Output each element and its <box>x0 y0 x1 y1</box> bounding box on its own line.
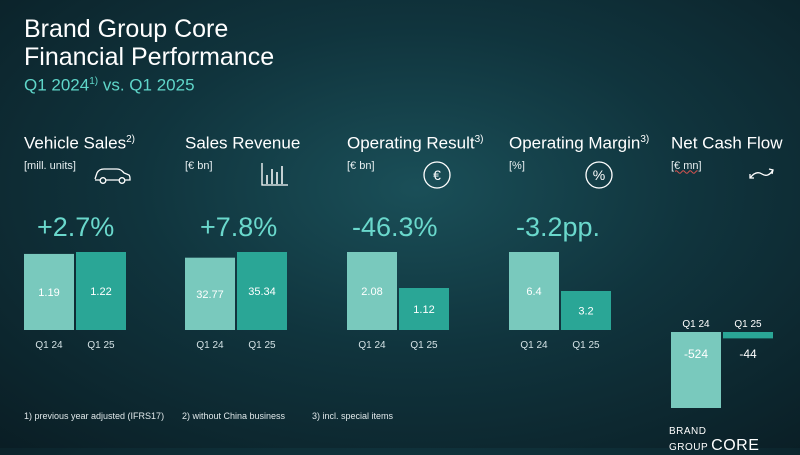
footnote-2: 2) without China business <box>182 411 286 421</box>
percent-circle-icon: % <box>585 161 613 189</box>
period-label: Q1 20241) vs. Q1 2025 <box>24 72 195 96</box>
footnote-3: 3) incl. special items <box>312 411 394 421</box>
bar-category-label: Q1 24 <box>358 340 386 351</box>
bar-chart-icon <box>261 163 288 186</box>
bar-value-label: 1.12 <box>413 304 434 316</box>
period-footnote-ref: 1) <box>89 76 99 87</box>
chart-sales-revenue: 32.77 Q1 24 35.34 Q1 25 <box>185 252 287 351</box>
chart-operating-margin: 6.4 Q1 24 3.2 Q1 25 <box>509 252 611 351</box>
page-subtitle: Financial Performance <box>24 43 275 71</box>
kpi-name-text: Net Cash Flow <box>671 133 783 153</box>
kpi-net-cash-flow: Net Cash Flow [€ mn] <box>671 130 796 172</box>
bar-category-label: Q1 24 <box>520 340 548 351</box>
brand-group: BRAND GROUP <box>669 426 709 453</box>
kpi-unit: [€ mn] <box>671 159 702 172</box>
kpi-unit: [€ bn] <box>347 159 375 172</box>
cash-flow-arrows-icon <box>749 168 774 179</box>
change-vehicle-sales: +2.7% <box>37 212 115 242</box>
kpi-name: Vehicle Sales2) <box>24 130 186 154</box>
chart-vehicle-sales: 1.19 Q1 24 1.22 Q1 25 <box>24 252 126 351</box>
brand-core: CORE <box>711 437 760 454</box>
kpi-name: Sales Revenue <box>185 130 347 154</box>
kpi-name: Operating Result3) <box>347 130 509 154</box>
change-operating-result: -46.3% <box>352 212 438 242</box>
page-title: Brand Group Core <box>24 15 229 43</box>
brand-logo: BRAND GROUP CORE <box>669 426 800 455</box>
euro-circle-icon: € <box>423 161 451 189</box>
bar-value-label: 2.08 <box>361 286 382 298</box>
bar-q1-24 <box>24 253 74 330</box>
bar-q1-24 <box>347 252 397 330</box>
bar-value-label: 1.19 <box>38 287 59 299</box>
chart-operating-result: 2.08 Q1 24 1.12 Q1 25 <box>347 252 449 351</box>
bar-category-label: Q1 24 <box>196 340 224 351</box>
bar-value-label: -44 <box>739 347 757 361</box>
kpi-name-text: Operating Result <box>347 133 475 153</box>
kpi-unit: [%] <box>509 159 525 172</box>
kpi-footnote-ref: 3) <box>474 134 484 145</box>
bar-value-label: 6.4 <box>526 286 541 298</box>
bar-category-label: Q1 25 <box>734 319 762 330</box>
period-a: Q1 2024 <box>24 75 90 95</box>
bar-category-label: Q1 24 <box>35 340 63 351</box>
kpi-footnote-ref: 3) <box>640 134 650 145</box>
bar-q1-25 <box>723 332 773 339</box>
bar-q1-24 <box>509 252 559 330</box>
bar-category-label: Q1 25 <box>410 340 438 351</box>
kpi-sales-revenue: Sales Revenue [€ bn] <box>185 130 347 172</box>
kpi-unit: [€ bn] <box>185 159 213 172</box>
bar-value-label: 32.77 <box>196 289 224 301</box>
bar-q1-25 <box>76 252 126 330</box>
bar-q1-24 <box>671 332 721 408</box>
kpi-operating-result: Operating Result3) [€ bn] <box>347 130 509 172</box>
kpi-unit: [mill. units] <box>24 159 76 172</box>
bar-value-label: 3.2 <box>578 306 593 318</box>
kpi-name-text: Operating Margin <box>509 133 641 153</box>
chart-net-cash-flow: Q1 24 -524 Q1 25 -44 <box>671 319 773 408</box>
kpi-name-text: Vehicle Sales <box>24 133 127 153</box>
kpi-name-text: Sales Revenue <box>185 133 301 153</box>
bar-value-label: 35.34 <box>248 286 276 298</box>
bar-category-label: Q1 25 <box>248 340 276 351</box>
kpi-footnote-ref: 2) <box>126 134 135 145</box>
bar-category-label: Q1 25 <box>572 340 600 351</box>
svg-text:%: % <box>593 167 605 183</box>
kpi-vehicle-sales: Vehicle Sales2) [mill. units] <box>24 130 186 172</box>
bar-q1-25 <box>237 252 287 330</box>
bar-category-label: Q1 25 <box>87 340 115 351</box>
bar-value-label: -524 <box>684 347 708 361</box>
bar-q1-25 <box>561 291 611 330</box>
change-sales-revenue: +7.8% <box>200 212 278 242</box>
bar-category-label: Q1 24 <box>682 319 710 330</box>
svg-text:€: € <box>433 167 441 183</box>
bar-q1-24 <box>185 257 235 330</box>
change-operating-margin: -3.2pp. <box>516 212 601 242</box>
car-icon <box>94 168 131 184</box>
kpi-name: Net Cash Flow <box>671 130 796 154</box>
period-b: vs. Q1 2025 <box>98 75 195 95</box>
footnote-1: 1) previous year adjusted (IFRS17) <box>24 411 165 421</box>
bar-q1-25 <box>399 288 449 330</box>
kpi-name: Operating Margin3) <box>509 130 671 154</box>
bar-value-label: 1.22 <box>90 286 111 298</box>
kpi-operating-margin: Operating Margin3) [%] <box>509 130 671 172</box>
